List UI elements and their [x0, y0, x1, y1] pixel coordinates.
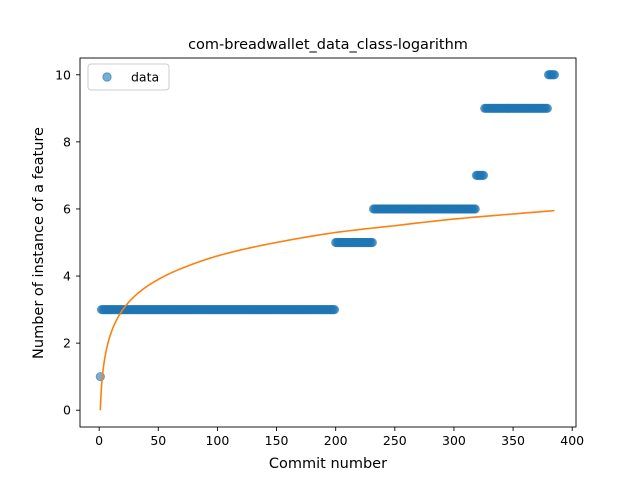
data-point	[478, 170, 489, 181]
data-point	[549, 70, 560, 80]
x-tick-label: 300	[442, 433, 466, 448]
x-tick-label: 100	[205, 433, 229, 448]
series-data	[95, 70, 560, 382]
x-tick-label: 50	[150, 433, 166, 448]
y-tick-label: 4	[63, 269, 71, 284]
data-point	[329, 304, 340, 315]
legend-box	[87, 63, 170, 91]
plot-area	[95, 70, 560, 411]
axes: 0 50 100 150 200 250 300 350 400 0 2 4 6 8 10	[55, 57, 584, 448]
legend-marker-data	[102, 72, 112, 82]
x-tick-label: 200	[324, 433, 348, 448]
y-tick-label: 2	[63, 336, 71, 351]
data-point	[367, 237, 377, 248]
y-tick-label: 10	[55, 67, 71, 82]
data-point	[470, 204, 480, 214]
x-tick-label: 150	[265, 433, 289, 448]
legend: data	[87, 63, 170, 91]
x-tick-label: 350	[501, 433, 525, 448]
data-point	[542, 103, 552, 113]
chart-title: com-breadwallet_data_class-logarithm	[188, 37, 468, 53]
series-fit-line	[99, 209, 555, 411]
y-tick-label: 6	[63, 201, 71, 216]
x-axis-title: Commit number	[269, 456, 387, 472]
x-tick-label: 0	[95, 433, 103, 448]
legend-label-data: data	[131, 70, 159, 85]
y-tick-label: 0	[63, 403, 71, 418]
x-tick-label: 400	[560, 433, 584, 448]
x-tick-label: 250	[383, 433, 407, 448]
y-axis-title: Number of instance of a feature	[31, 127, 47, 359]
axes-frame	[79, 57, 577, 428]
y-tick-label: 8	[63, 134, 71, 149]
